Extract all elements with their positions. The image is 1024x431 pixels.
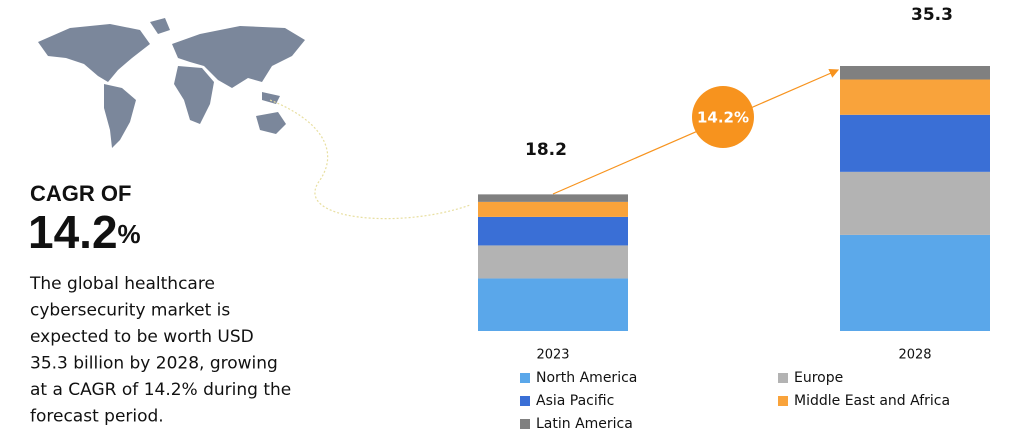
legend-swatch (520, 419, 530, 429)
bar-segment (478, 194, 628, 202)
legend-swatch (520, 373, 530, 383)
bar-segment (840, 79, 990, 115)
bar-segment (840, 234, 990, 331)
description-line: forecast period. (30, 407, 164, 427)
x-tick-label: 2023 (536, 348, 569, 363)
legend-label: Middle East and Africa (794, 393, 950, 409)
bar-segment (478, 278, 628, 331)
legend-label: North America (536, 370, 637, 386)
legend-label: Asia Pacific (536, 393, 614, 409)
chart: 2023 18.2 2028 35.3 North America Europe Asia … (478, 5, 990, 431)
bar-segment (478, 245, 628, 279)
description-line: at a CAGR of 14.2% during the (30, 380, 291, 400)
world-map (38, 18, 305, 148)
legend-swatch (778, 396, 788, 406)
legend-swatch (778, 373, 788, 383)
bar-segment (840, 171, 990, 235)
description-line: 35.3 billion by 2028, growing (30, 354, 278, 374)
cagr-badge (692, 86, 754, 148)
headline-unit: % (118, 219, 141, 249)
bar-segment (840, 66, 990, 80)
bar-segment (478, 216, 628, 246)
decorative-curve (269, 99, 471, 220)
bar-segment (478, 201, 628, 217)
description-line: cybersecurity market is (30, 301, 230, 321)
legend-label: Latin America (536, 416, 633, 431)
x-tick-label: 2028 (898, 348, 931, 363)
headline-value: 14.2% (28, 206, 141, 258)
description-line: The global healthcare (29, 274, 215, 294)
bar-segment (840, 114, 990, 172)
description-line: expected to be worth USD (30, 327, 254, 347)
legend-label: Europe (794, 370, 843, 386)
total-label: 35.3 (911, 5, 953, 25)
legend-swatch (520, 396, 530, 406)
headline-number: 14.2 (28, 206, 118, 258)
description: The global healthcare cybersecurity marke… (29, 274, 291, 427)
headline-label: CAGR OF (30, 181, 131, 206)
total-label: 18.2 (525, 140, 567, 160)
growth-arrow (552, 68, 840, 195)
cagr-badge-text: 14.2% (697, 109, 749, 127)
